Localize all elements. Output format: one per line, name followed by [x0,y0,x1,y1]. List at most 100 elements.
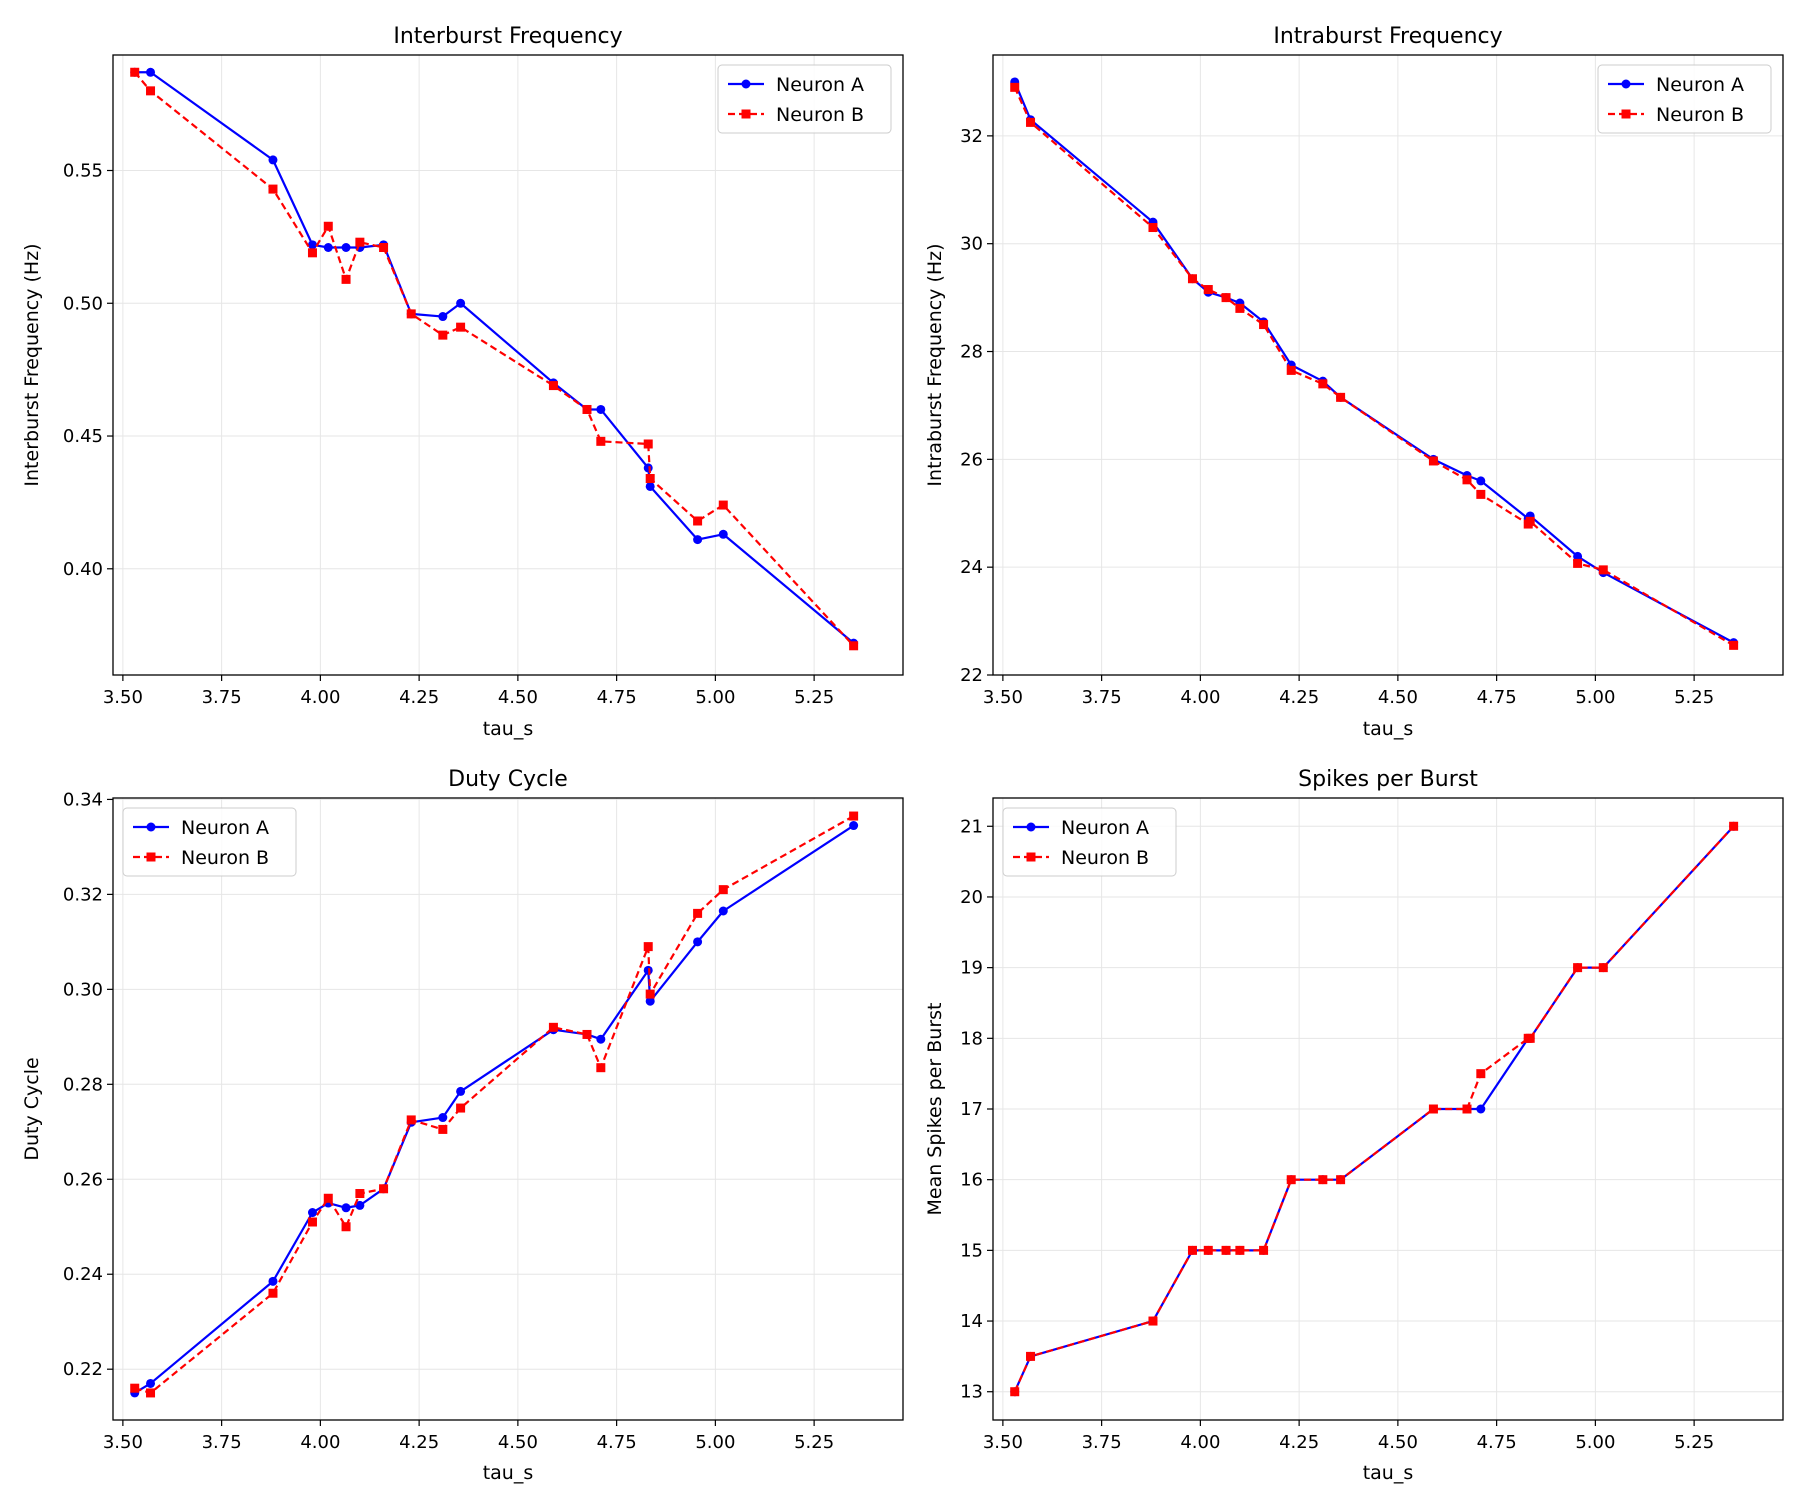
series-neuron-b-point [849,811,859,821]
series-neuron-b-point [341,1222,351,1232]
legend-neuron-a-marker [1621,79,1631,89]
y-tick-label: 0.22 [63,1359,103,1380]
legend-neuron-b-marker [146,852,156,862]
series-neuron-b-point [582,1029,592,1039]
series-neuron-a-point [596,404,606,414]
series-neuron-a-point [693,535,703,545]
ticks: 3.50 3.75 4.00 4.25 4.50 4.75 5.00 5.25 13 14 15 16… [960,816,1714,1453]
y-tick-label: 0.32 [63,884,103,905]
y-tick-label: 0.30 [63,979,103,1000]
series-neuron-a-point [643,463,653,473]
series-neuron-b-point [355,1189,365,1199]
grid [993,798,1783,1420]
panel-interburst-frequency: Interburst Frequency tau_s Interburst Fr… [21,24,904,740]
series-neuron-b-point [1428,1104,1438,1114]
series-neuron-a-point [456,1086,466,1096]
panel-title: Intraburst Frequency [1273,24,1502,49]
series-neuron-b-point [645,989,655,999]
series-neuron-b-point [341,274,351,284]
x-tick-label: 4.25 [399,1432,439,1453]
y-tick-label: 28 [960,342,983,363]
series-neuron-b-point [1203,1245,1213,1255]
series-neuron-b-point [146,1388,156,1398]
series-neuron-b-point [1148,1316,1158,1326]
y-tick-label: 21 [960,816,983,837]
series-neuron-a-point [596,1034,606,1044]
series-neuron-a-point [718,906,728,916]
series-neuron-b-point [1573,963,1583,973]
legend-neuron-a-label: Neuron A [181,817,269,839]
series-neuron-a-point [323,243,333,253]
series-neuron-b-point [1729,821,1739,831]
ticks: 3.50 3.75 4.00 4.25 4.50 4.75 5.00 5.25 22 24 26 28… [960,126,1714,708]
x-tick-label: 4.50 [1378,687,1418,708]
series-neuron-a-point [146,1378,156,1388]
series-neuron-b-point [1729,640,1739,650]
legend-neuron-a-marker [1026,822,1036,832]
series-neuron-b-point [1235,1245,1245,1255]
series-neuron-b-point [596,436,606,446]
panel-spikes-per-burst: Spikes per Burst tau_s Mean Spikes per B… [924,767,1784,1484]
x-tick-label: 3.50 [103,687,143,708]
series-neuron-b-point [1336,1175,1346,1185]
series-neuron-b-point [693,516,703,526]
series-neuron-b-point [1148,223,1158,233]
y-tick-label: 20 [960,887,983,908]
y-tick-label: 0.28 [63,1074,103,1095]
series-layer [130,811,859,1398]
series-neuron-b-point [849,641,859,651]
y-tick-label: 0.40 [63,559,103,580]
legend-neuron-b-label: Neuron B [776,104,864,126]
series-neuron-a-point [1476,1104,1486,1114]
legend-neuron-a-label: Neuron A [1656,74,1744,96]
x-tick-label: 4.25 [1279,687,1319,708]
series-neuron-b-point [1010,82,1020,92]
series-neuron-b-point [1476,1069,1486,1079]
series-neuron-b-point [438,1124,448,1134]
series-neuron-b-point [1187,1245,1197,1255]
y-tick-label: 0.24 [63,1264,103,1285]
series-neuron-a-point [849,821,859,831]
series-neuron-b-point [1187,274,1197,284]
x-tick-label: 5.25 [1674,687,1714,708]
legend-neuron-b-marker [1621,109,1631,119]
series-neuron-b-point [323,221,333,231]
panel-title: Interburst Frequency [393,24,622,49]
series-neuron-b-point [1026,1351,1036,1361]
series-neuron-b-point [693,908,703,918]
series-neuron-a-point [438,1113,448,1123]
axes-frame [112,797,904,1421]
series-neuron-b-point [718,885,728,895]
x-tick-label: 5.00 [695,687,735,708]
ticks: 3.50 3.75 4.00 4.25 4.50 4.75 5.00 5.25 0.22 0.24… [63,789,834,1453]
series-neuron-b-point [1462,1104,1472,1114]
grid [113,798,903,1420]
x-tick-label: 3.75 [1082,687,1122,708]
y-tick-label: 0.34 [63,789,103,810]
series-neuron-b-point [643,439,653,449]
x-tick-label: 5.00 [1575,687,1615,708]
legend-neuron-a-marker [146,822,156,832]
y-tick-label: 19 [960,958,983,979]
series-neuron-a-point [438,312,448,322]
y-tick-label: 18 [960,1028,983,1049]
x-tick-label: 5.25 [794,687,834,708]
series-neuron-a-point [355,1200,365,1210]
y-tick-label: 26 [960,449,983,470]
y-tick-label: 0.45 [63,426,103,447]
y-tick-label: 0.50 [63,293,103,314]
series-neuron-b-point [1428,456,1438,466]
legend-neuron-b-marker [1026,852,1036,862]
y-axis-label: Intraburst Frequency (Hz) [924,243,946,486]
y-axis-label: Interburst Frequency (Hz) [21,243,43,486]
series-neuron-b-point [406,1115,416,1125]
y-tick-label: 30 [960,234,983,255]
legend-frame [717,64,892,134]
legend-neuron-b-label: Neuron B [181,847,269,869]
series-neuron-b-point [1203,285,1213,295]
y-tick-label: 17 [960,1099,983,1120]
y-axis-label: Mean Spikes per Burst [924,1003,946,1216]
series-neuron-b-point [438,330,448,340]
